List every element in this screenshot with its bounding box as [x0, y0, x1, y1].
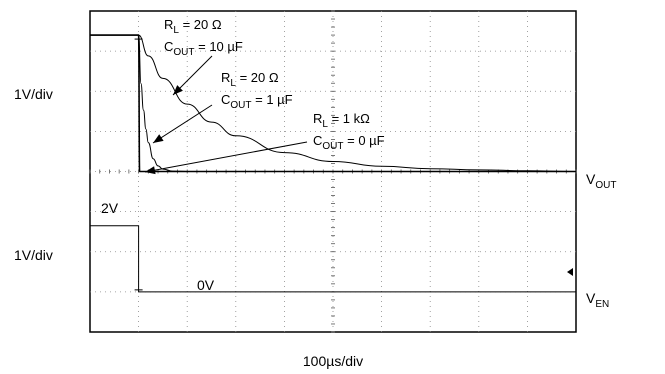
ven-sub: EN [595, 299, 609, 310]
vout-trace-20ohm-10uf [90, 34, 577, 172]
ven-main: V [586, 290, 596, 306]
vout-main: V [586, 171, 596, 187]
upper-scale-label: 1V/div [14, 86, 53, 102]
arrow-annotation-2-head-icon [153, 134, 164, 143]
annotation-2-cout: COUT = 1 µF [221, 92, 293, 111]
trigger-marker-icon [567, 268, 573, 276]
arrow-annotation-3 [144, 141, 308, 173]
arrow-annotation-1-head-icon [173, 85, 183, 95]
arrow-annotation-2 [152, 104, 213, 144]
annotation-arrows [144, 55, 308, 175]
annotation-2-rl: RL = 20 Ω [221, 70, 279, 89]
low-level-label: 0V [197, 277, 215, 293]
high-level-label: 2V [101, 200, 119, 216]
ven-channel-label: VEN [586, 290, 609, 310]
annotation-3-rl: RL = 1 kΩ [313, 111, 370, 130]
ven-trace [90, 225, 576, 293]
annotation-1-rl: RL = 20 Ω [164, 17, 222, 36]
x-axis-label: 100µs/div [303, 353, 363, 369]
traces [90, 34, 577, 293]
annotation-3-cout: COUT = 0 µF [313, 133, 385, 152]
vout-channel-label: VOUT [586, 171, 616, 191]
arrow-annotation-3-head-icon [145, 166, 156, 175]
lower-scale-label: 1V/div [14, 247, 53, 263]
vout-sub: OUT [595, 180, 616, 191]
annotation-1-cout: COUT = 10 µF [164, 39, 243, 58]
vout-trace-1kohm-0uf [90, 34, 576, 173]
